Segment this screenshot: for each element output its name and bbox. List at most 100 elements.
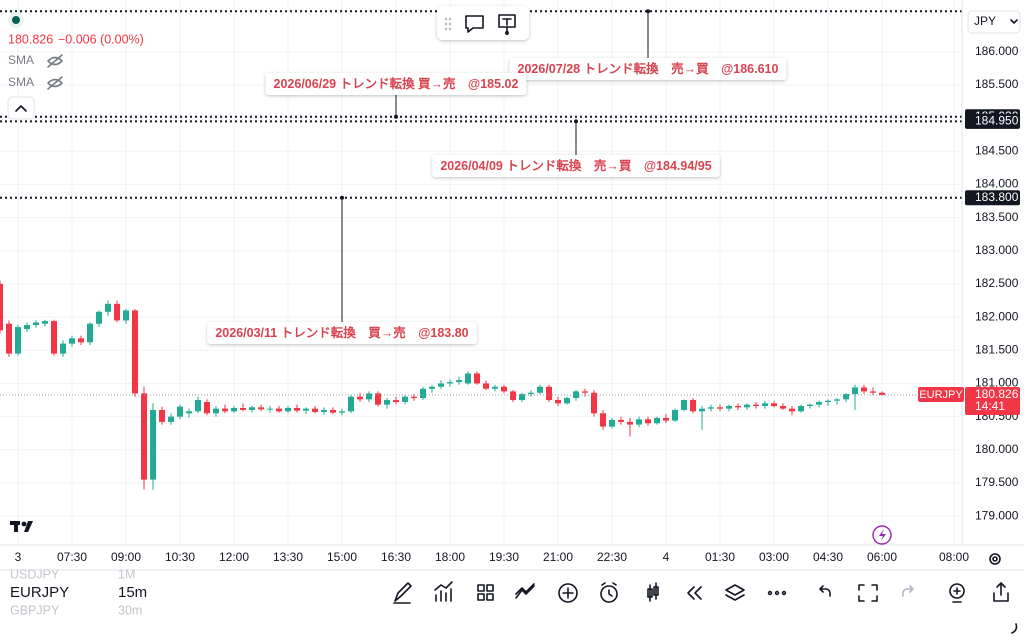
candle-body	[771, 403, 777, 406]
candle-body	[393, 400, 399, 403]
text-icon[interactable]	[498, 14, 516, 35]
candle-body	[60, 343, 66, 354]
candle-body	[429, 386, 435, 389]
draw-tool[interactable]	[393, 582, 412, 604]
candle-body	[195, 400, 201, 412]
bottom-toolbar	[393, 581, 1009, 604]
annotation-text: 2026/06/29 トレンド転換 買→売 @185.02	[274, 76, 519, 91]
comment-icon[interactable]	[465, 15, 484, 33]
collapse-button[interactable]	[7, 96, 35, 120]
watch-interval[interactable]: 30m	[118, 603, 142, 617]
settings-icon[interactable]	[989, 553, 1001, 565]
hidden-icon[interactable]	[47, 76, 63, 90]
idea-tool[interactable]	[949, 583, 965, 599]
annotation[interactable]: 2026/04/09 トレンド転換 売→買 @184.94/95	[432, 155, 720, 177]
drag-handle[interactable]	[444, 17, 452, 31]
candle-body	[123, 310, 129, 321]
watch-symbol[interactable]: GBPJPY	[10, 603, 60, 617]
y-tick-label: 179.000	[975, 508, 1019, 522]
candle-body	[834, 399, 840, 401]
candle-body	[726, 405, 732, 409]
share[interactable]	[993, 582, 1009, 602]
undo[interactable]	[819, 585, 831, 597]
last-price-tag	[965, 386, 1020, 415]
alert-tool[interactable]	[600, 585, 618, 603]
compare-tool[interactable]	[515, 583, 535, 599]
candle-body	[132, 310, 138, 394]
candle-body	[780, 405, 786, 409]
annotation-text: 2026/07/28 トレンド転換 売→買 @186.610	[518, 61, 779, 76]
y-tick-label: 184.000	[975, 177, 1019, 191]
x-tick-label: 4	[663, 550, 670, 564]
watch-interval[interactable]: 1M	[118, 567, 135, 581]
candle-body	[159, 409, 165, 422]
fullscreen[interactable]	[858, 584, 878, 602]
candle-body	[492, 386, 498, 389]
candle-body	[879, 392, 885, 395]
annotation[interactable]: 2026/03/11 トレンド転換 買→売 @183.80	[207, 322, 477, 344]
candle-body	[465, 373, 471, 384]
layers-tool[interactable]	[725, 584, 745, 601]
candle-body	[717, 407, 723, 409]
watch-interval[interactable]: 15m	[118, 584, 147, 601]
add-tool[interactable]	[558, 583, 578, 603]
candle-body	[852, 387, 858, 395]
candle-body	[636, 419, 642, 425]
candle-body	[375, 393, 381, 405]
last-price-text: 180.826	[975, 387, 1019, 401]
candle-body	[474, 373, 480, 384]
candle-body	[825, 400, 831, 403]
candle-body	[420, 388, 426, 399]
annotation[interactable]: 2026/06/29 トレンド転換 買→売 @185.02	[265, 73, 527, 95]
candle-body	[240, 407, 246, 410]
annotation[interactable]: 2026/07/28 トレンド転換 売→買 @186.610	[509, 58, 787, 80]
watch-symbol[interactable]: EURJPY	[10, 584, 69, 601]
candle-body	[330, 409, 336, 413]
layouts-tool[interactable]	[477, 584, 494, 601]
hidden-icon[interactable]	[47, 54, 63, 68]
candle-body	[321, 409, 327, 412]
y-tick-label: 183.000	[975, 243, 1019, 257]
candle-body	[357, 396, 363, 400]
candle-body	[663, 417, 669, 421]
header-change: −0.006 (0.00%)	[58, 32, 144, 46]
candle-body	[51, 321, 57, 354]
y-tick-label: 181.000	[975, 376, 1019, 390]
replay-tool[interactable]	[687, 586, 702, 600]
candle-body	[546, 386, 552, 401]
alert-icon[interactable]	[872, 525, 892, 545]
x-tick-label: 16:30	[381, 550, 411, 564]
redo[interactable]	[902, 585, 914, 597]
x-tick-label: 18:00	[435, 550, 465, 564]
candle-body	[285, 407, 291, 412]
x-tick-label: 04:30	[813, 550, 843, 564]
candle-body	[384, 400, 390, 405]
candle-body	[303, 408, 309, 411]
watch-symbol[interactable]: USDJPY	[10, 567, 60, 581]
header-price: 180.826	[8, 32, 53, 46]
candle-body	[24, 325, 30, 330]
candle-body	[627, 421, 633, 425]
candle-body	[753, 404, 759, 406]
candle-body	[312, 408, 318, 412]
candle-body	[114, 303, 120, 321]
candle-body	[510, 391, 516, 401]
x-tick-label: 08:00	[939, 550, 969, 564]
candle-body	[258, 407, 264, 410]
candle-body	[762, 403, 768, 406]
x-tick-label: 06:00	[867, 550, 897, 564]
candle-body	[339, 411, 345, 413]
candle-body	[177, 406, 183, 417]
candle-body	[6, 323, 12, 354]
x-tick-label: 22:30	[597, 550, 627, 564]
candle-body	[798, 405, 804, 412]
x-tick-label: 21:00	[543, 550, 573, 564]
alert-bolt	[879, 529, 886, 541]
candle-body	[690, 400, 696, 412]
candles-tool[interactable]	[647, 582, 659, 602]
y-tick-label: 181.500	[975, 342, 1019, 356]
candle-body	[537, 386, 543, 393]
indicators-tool[interactable]	[434, 581, 453, 602]
currency-select[interactable]	[967, 10, 1021, 34]
